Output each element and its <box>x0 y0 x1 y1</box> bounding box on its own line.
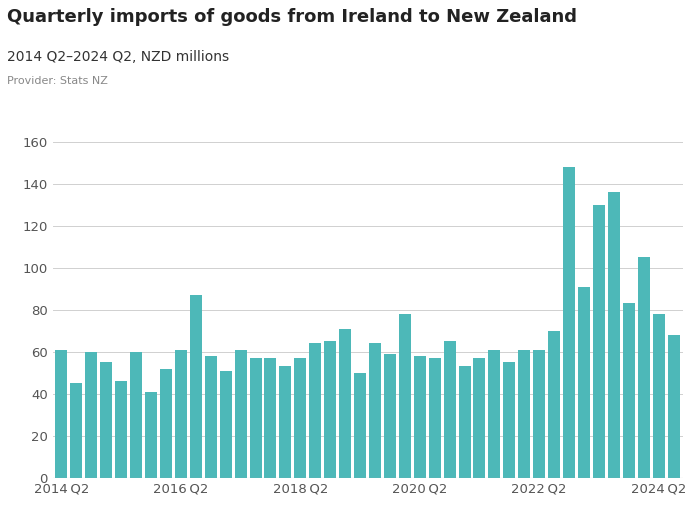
Text: Provider: Stats NZ: Provider: Stats NZ <box>7 76 108 86</box>
Bar <box>518 350 530 478</box>
Bar <box>71 383 83 478</box>
Bar <box>234 350 246 478</box>
Bar <box>309 343 321 478</box>
Bar <box>354 373 366 478</box>
Bar <box>85 352 97 478</box>
Bar <box>428 358 441 478</box>
Bar <box>384 354 396 478</box>
Bar <box>294 358 307 478</box>
Bar <box>473 358 485 478</box>
Bar <box>145 392 157 478</box>
Bar <box>190 295 202 478</box>
Bar <box>608 192 620 478</box>
Bar <box>220 371 232 478</box>
Text: Quarterly imports of goods from Ireland to New Zealand: Quarterly imports of goods from Ireland … <box>7 8 577 26</box>
Bar <box>324 341 336 478</box>
Bar <box>265 358 277 478</box>
Bar <box>369 343 381 478</box>
Text: figure.nz: figure.nz <box>564 15 651 32</box>
Text: 2014 Q2–2024 Q2, NZD millions: 2014 Q2–2024 Q2, NZD millions <box>7 50 229 64</box>
Bar <box>339 329 351 478</box>
Bar <box>175 350 187 478</box>
Bar <box>533 350 545 478</box>
Bar <box>593 205 605 478</box>
Bar <box>55 350 67 478</box>
Bar <box>578 287 590 478</box>
Bar <box>205 356 217 478</box>
Bar <box>563 167 575 478</box>
Bar <box>668 335 680 478</box>
Bar <box>160 369 172 478</box>
Bar <box>458 366 470 478</box>
Bar <box>130 352 142 478</box>
Bar <box>623 303 635 478</box>
Bar <box>279 366 291 478</box>
Bar <box>100 362 112 478</box>
Bar <box>548 331 560 478</box>
Bar <box>503 362 515 478</box>
Bar <box>250 358 262 478</box>
Bar <box>116 381 127 478</box>
Bar <box>638 257 650 478</box>
Bar <box>489 350 500 478</box>
Bar <box>652 314 664 478</box>
Bar <box>414 356 426 478</box>
Bar <box>444 341 456 478</box>
Bar <box>399 314 411 478</box>
